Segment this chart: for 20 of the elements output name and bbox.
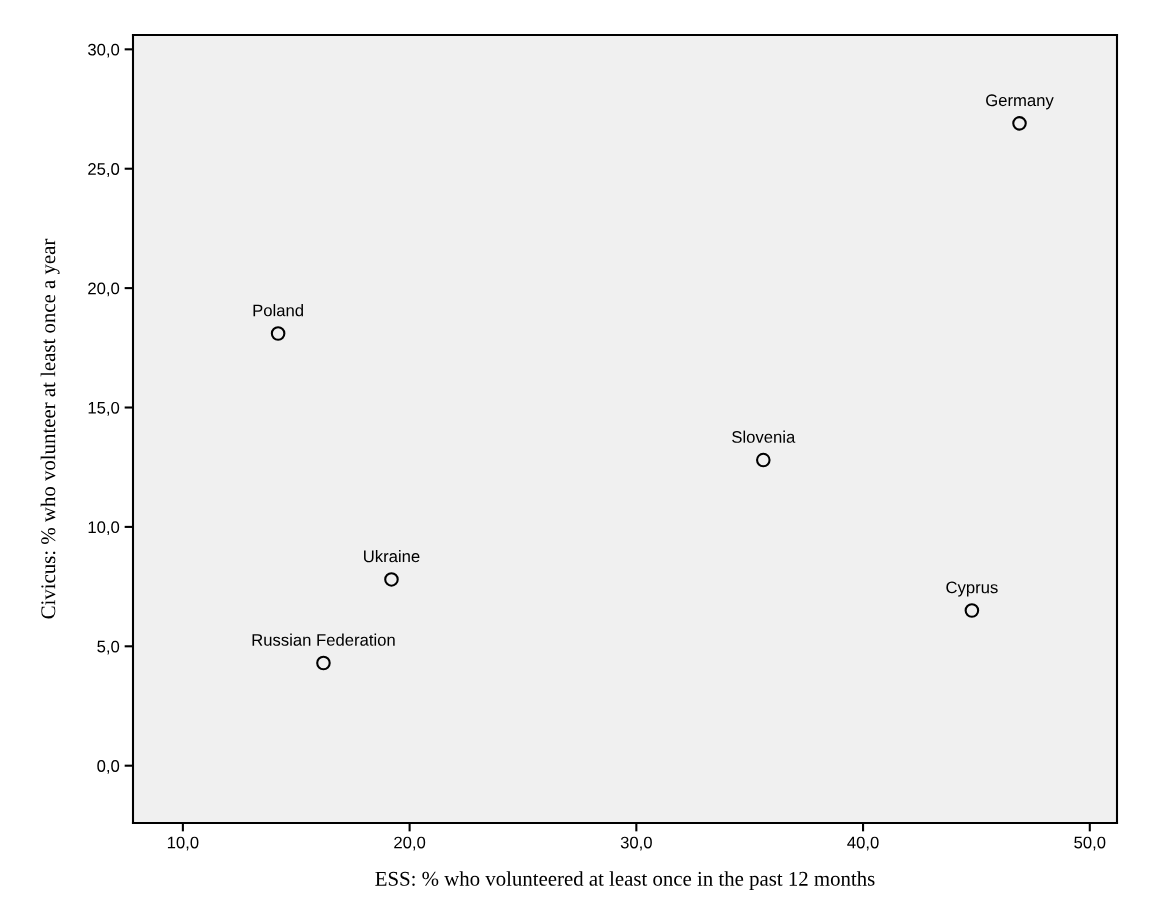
y-axis-title: Civicus: % who volunteer at least once a year <box>40 238 60 619</box>
annotation: Germany <box>986 94 1054 110</box>
annotation: Poland <box>253 304 303 317</box>
x-tick-label: 10,0 <box>167 836 199 851</box>
x-tick-label: 20,0 <box>394 836 426 851</box>
y-tick-label: 15,0 <box>88 401 120 416</box>
y-tick-label: 5,0 <box>97 640 120 655</box>
y-tick-label: 0,0 <box>97 760 120 774</box>
y-tick-label: 20,0 <box>88 282 120 297</box>
annotation: Slovenia <box>732 430 796 443</box>
y-tick-label: 30,0 <box>88 43 120 58</box>
annotation: Cyprus <box>946 581 998 597</box>
annotation: Ukraine <box>364 550 420 563</box>
y-tick-label: 25,0 <box>88 163 120 177</box>
x-tick-label: 30,0 <box>620 836 652 851</box>
annotation: Russian Federation <box>252 633 395 646</box>
x-tick-label: 40,0 <box>847 836 879 851</box>
y-tick-label: 10,0 <box>88 521 120 536</box>
x-tick-label: 50,0 <box>1074 836 1106 851</box>
x-axis-title: ESS: % who volunteered at least once in the past 12 months <box>375 871 875 891</box>
